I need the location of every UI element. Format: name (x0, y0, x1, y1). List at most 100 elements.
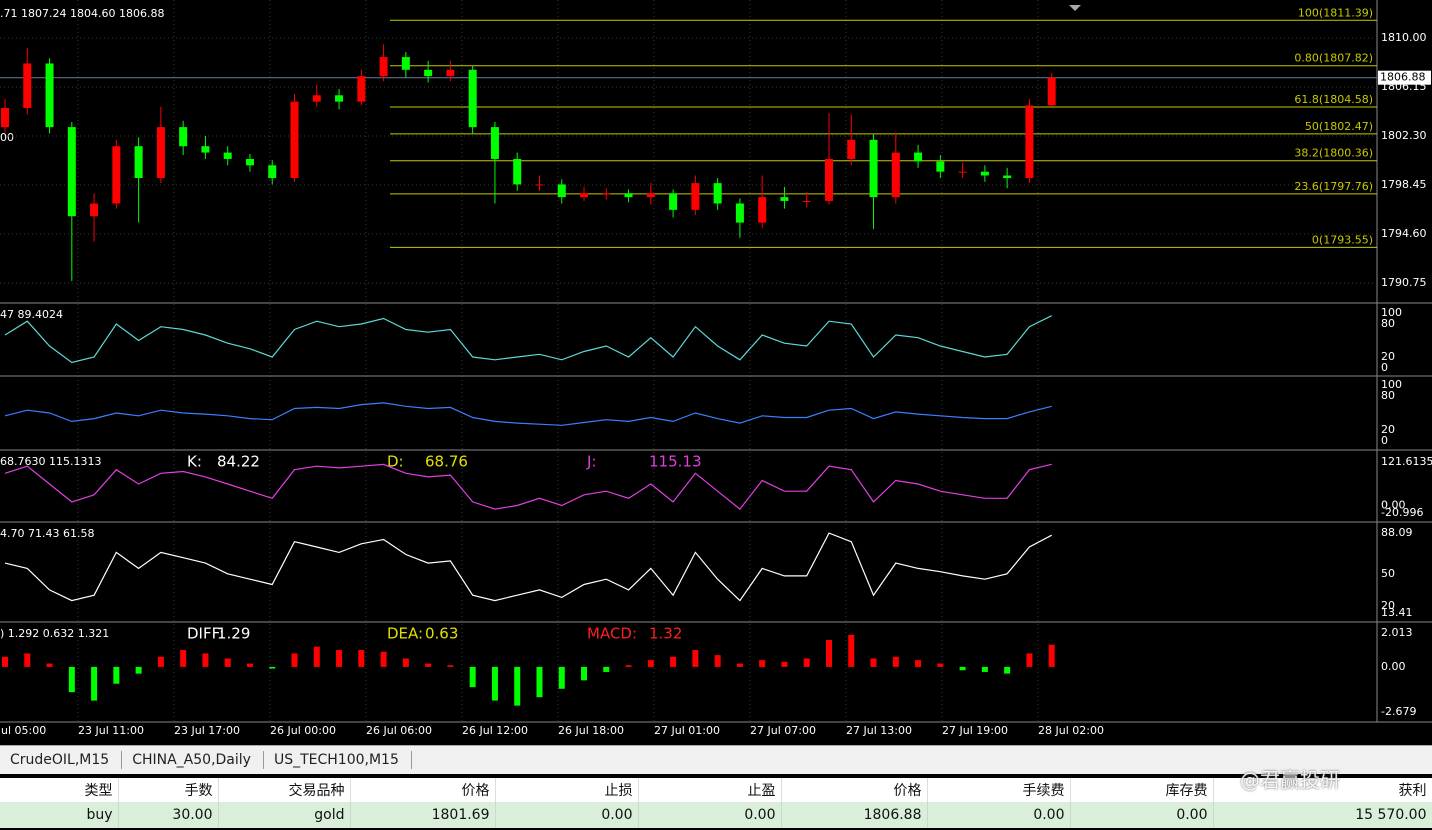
candle-body (379, 57, 388, 77)
column-header[interactable]: 止损 (495, 778, 639, 802)
fib-label: 50(1802.47) (1305, 120, 1373, 133)
macd-bar (46, 663, 53, 667)
macd-bar (870, 658, 877, 667)
table-header: 类型 手数 交易品种 价格 止损 止盈 价格 手续费 库存费 获利 (0, 778, 1432, 802)
column-header[interactable]: 库存费 (1070, 778, 1214, 802)
macd-bar (157, 656, 164, 667)
candle-body (624, 193, 633, 198)
fib-label: 0.80(1807.82) (1294, 52, 1373, 65)
candle-body (134, 146, 143, 179)
y-tick-label: 1802.30 (1381, 129, 1427, 142)
indicator-value: 1.29 (217, 625, 250, 643)
candle-body (446, 69, 455, 77)
y-tick-label: 20 (1381, 423, 1395, 436)
chart: .71 1807.24 1804.60 1806.88 00 ul 05:00 2… (0, 0, 1432, 745)
y-tick-label: 50 (1381, 567, 1395, 580)
table-cell: 0.00 (1070, 802, 1214, 828)
column-header[interactable]: 手续费 (927, 778, 1071, 802)
y-tick-label: 1794.60 (1381, 227, 1427, 240)
macd-bar (469, 666, 476, 688)
background (0, 0, 1432, 745)
macd-bar (1004, 666, 1011, 674)
chart-tab[interactable]: CrudeOIL,M15 (0, 751, 123, 769)
indicator-line (4, 463, 1052, 510)
y-tick-label: 100 (1381, 378, 1402, 391)
table-cell: 0.00 (495, 802, 639, 828)
positions-table: 类型 手数 交易品种 价格 止损 止盈 价格 手续费 库存费 获利 buy 30.00 gold 180… (0, 778, 1432, 828)
x-tick-label: 26 Jul 12:00 (462, 724, 528, 737)
x-tick-label: 28 Jul 02:00 (1038, 724, 1104, 737)
x-tick-label: 27 Jul 07:00 (750, 724, 816, 737)
macd-bar (2, 656, 8, 667)
column-header[interactable]: 价格 (781, 778, 928, 802)
ohlc-header: .71 1807.24 1804.60 1806.88 (0, 7, 164, 20)
y-tick-label: 13.41 (1381, 606, 1413, 619)
macd-bar (692, 650, 699, 667)
macd-bar (491, 666, 498, 701)
indicator-value: 115.13 (649, 453, 702, 471)
y-tick-label: 0.00 (1381, 498, 1406, 511)
pane-header: ) 1.292 0.632 1.321 (0, 627, 109, 640)
indicator-line (4, 402, 1052, 426)
indicator-name: DIFF: (187, 625, 224, 643)
y-tick-label: -2.679 (1381, 705, 1416, 718)
position-row[interactable]: buy 30.00 gold 1801.69 0.00 0.00 1806.88 0.00 0.… (0, 802, 1432, 828)
y-tick-label: 1810.00 (1381, 31, 1427, 44)
table-cell: 15 570.00 (1213, 802, 1432, 828)
candle-body (936, 161, 945, 172)
table-cell: 30.00 (118, 802, 219, 828)
indicator-value: 68.76 (425, 453, 468, 471)
x-tick-label: ul 05:00 (1, 724, 46, 737)
macd-bar (313, 646, 320, 667)
column-header[interactable]: 类型 (0, 778, 119, 802)
x-tick-label: 26 Jul 06:00 (366, 724, 432, 737)
x-tick-label: 23 Jul 11:00 (78, 724, 144, 737)
candle-body (802, 200, 811, 202)
candle-body (1047, 77, 1056, 106)
column-header[interactable]: 交易品种 (218, 778, 351, 802)
chart-tabs: CrudeOIL,M15 CHINA_A50,Daily US_TECH100,M1… (0, 745, 1432, 774)
candle-body (90, 203, 99, 217)
candle-body (646, 193, 655, 198)
shift-marker[interactable] (1069, 5, 1081, 11)
watermark: @君赢投研 (1240, 768, 1340, 792)
column-header[interactable]: 价格 (350, 778, 496, 802)
current-price-box (1378, 70, 1431, 85)
table-cell: 1801.69 (350, 802, 496, 828)
candle-body (156, 127, 165, 179)
candle-body (602, 193, 611, 195)
indicator-value: 84.22 (217, 453, 260, 471)
chart-tab[interactable]: US_TECH100,M15 (264, 751, 412, 769)
indicator-name: DEA: (387, 625, 423, 643)
column-header[interactable]: 手数 (118, 778, 219, 802)
macd-bar (536, 666, 543, 698)
macd-bar (625, 665, 632, 667)
candle-body (223, 152, 232, 159)
candle-body (268, 165, 277, 179)
indicator-line (4, 532, 1052, 602)
x-tick-label: 27 Jul 13:00 (846, 724, 912, 737)
candle-body (201, 146, 210, 153)
macd-bar (24, 653, 31, 667)
macd-bar (581, 666, 588, 681)
candle-body (780, 197, 789, 201)
chart-tab[interactable]: CHINA_A50,Daily (122, 751, 264, 769)
macd-bar (647, 660, 654, 667)
macd-bar (781, 661, 788, 667)
column-header[interactable]: 获利 (1213, 778, 1432, 802)
candle-body (958, 171, 967, 173)
x-tick-label: 23 Jul 17:00 (174, 724, 240, 737)
macd-bar (603, 666, 610, 672)
macd-bar (425, 663, 432, 667)
candle-body (45, 63, 54, 128)
candle-body (735, 203, 744, 223)
candle-body (580, 193, 589, 198)
macd-bar (714, 655, 721, 667)
y-tick-label: 1790.75 (1381, 276, 1427, 289)
macd-bar (202, 653, 209, 667)
indicator-name: K: (187, 453, 202, 471)
macd-bar (1048, 644, 1055, 667)
y-tick-label: 0.00 (1381, 660, 1406, 673)
macd-bar (514, 666, 521, 706)
column-header[interactable]: 止盈 (638, 778, 782, 802)
